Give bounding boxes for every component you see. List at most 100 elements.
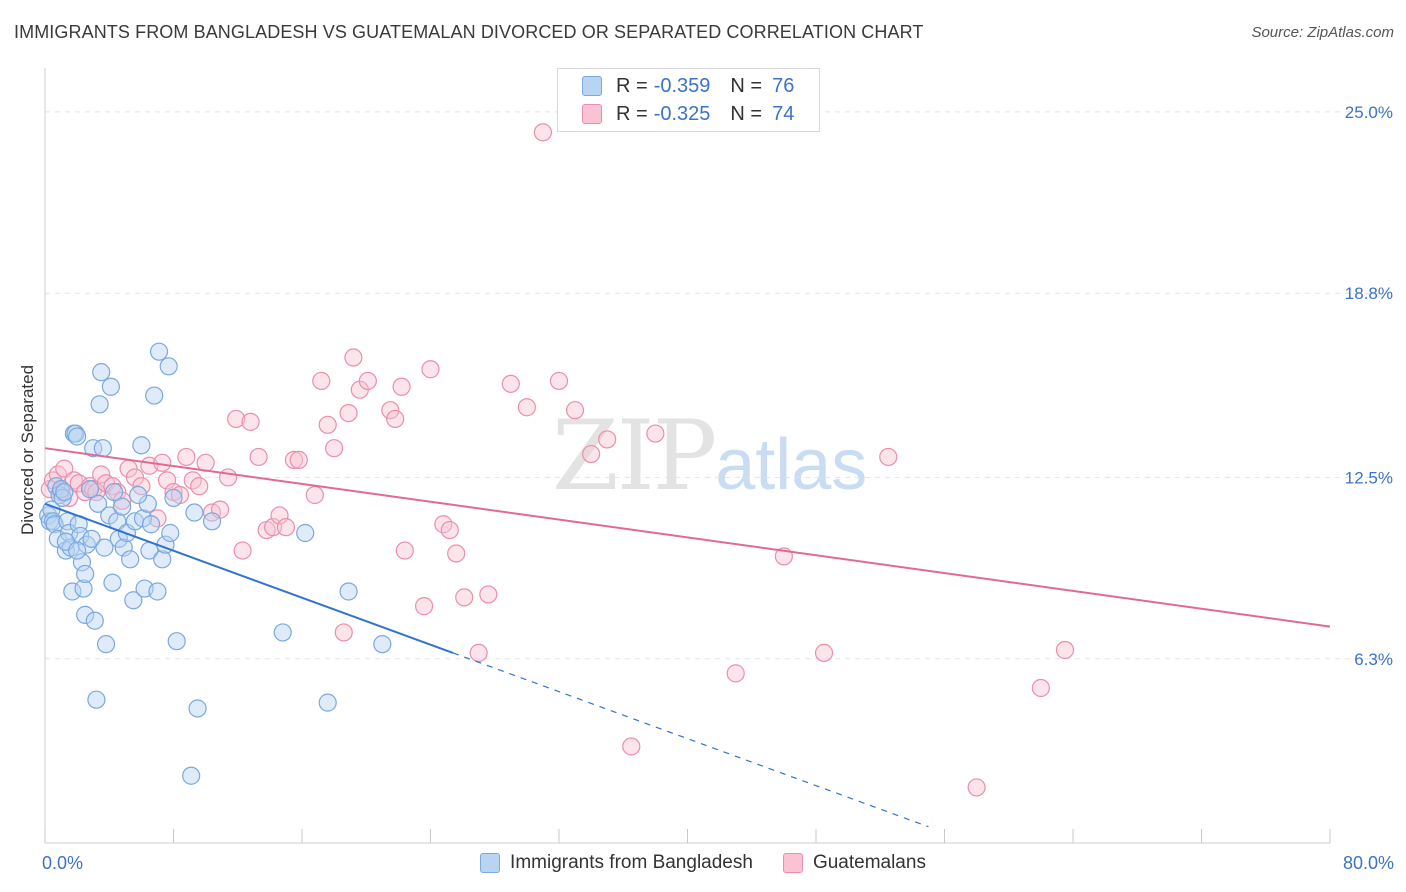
guatemalans-point <box>549 371 569 391</box>
bangladesh-point <box>161 523 180 543</box>
y-tick-label: 6.3% <box>1354 650 1393 669</box>
guatemalans-point <box>284 450 304 469</box>
bangladesh-point <box>68 427 87 446</box>
guatemalans-point <box>55 459 74 478</box>
guatemalans-point <box>358 371 377 391</box>
guatemalans-point <box>233 541 252 560</box>
guatemalans-point <box>967 778 986 797</box>
bangladesh-point <box>185 503 204 522</box>
r-value-guatemalans: -0.325 <box>653 102 711 125</box>
guatemalans-point <box>814 643 834 663</box>
bangladesh-point <box>373 635 392 654</box>
bangladesh-trend-line <box>44 502 454 654</box>
bangladesh-point <box>103 573 122 592</box>
guatemalans-point <box>414 597 434 616</box>
blue-swatch <box>582 76 602 96</box>
bangladesh-point <box>124 591 143 610</box>
y-axis-label: Divorced or Separated <box>18 364 37 536</box>
bangladesh-point <box>90 395 109 414</box>
bangladesh-point <box>148 582 167 601</box>
guatemalans-point <box>622 737 641 756</box>
r-value-bangladesh: -0.359 <box>653 74 711 97</box>
stats-row-guatemalans: R = -0.325 N = 74 <box>582 102 794 126</box>
guatemalans-points <box>40 123 1075 797</box>
bangladesh-point <box>182 766 201 785</box>
bangladesh-point <box>85 611 104 630</box>
guatemalans-point <box>241 412 260 431</box>
chart-title: IMMIGRANTS FROM BANGLADESH VS GUATEMALAN… <box>14 22 924 42</box>
guatemalans-point <box>598 430 617 449</box>
bangladesh-point <box>141 515 161 534</box>
pink-swatch <box>782 853 803 873</box>
bangladesh-point <box>55 482 74 502</box>
guatemalans-point <box>517 398 536 417</box>
guatemalans-point <box>440 520 459 540</box>
n-value-bangladesh: 76 <box>772 74 795 97</box>
guatemalans-point <box>276 518 296 537</box>
pink-swatch <box>582 104 602 124</box>
guatemalans-point <box>305 485 324 505</box>
guatemalans-point <box>469 643 488 663</box>
guatemalans-point <box>533 123 553 142</box>
guatemalans-point <box>325 439 344 458</box>
legend-item-bangladesh[interactable]: Immigrants from Bangladesh <box>480 852 753 874</box>
bangladesh-point <box>95 538 114 557</box>
guatemalans-point <box>270 506 289 525</box>
bangladesh-point <box>114 538 133 557</box>
axes <box>44 68 1331 844</box>
bangladesh-point <box>77 535 96 554</box>
bangladesh-point <box>132 436 151 455</box>
guatemalans-point <box>64 471 84 490</box>
bangladesh-point <box>167 632 186 651</box>
watermark-zip: ZIP <box>552 400 717 512</box>
bangladesh-point <box>63 582 82 601</box>
bangladesh-point <box>43 512 63 531</box>
bangladesh-point <box>72 553 92 572</box>
bangladesh-point <box>101 377 120 396</box>
stats-row-bangladesh: R = -0.359 N = 76 <box>582 74 794 98</box>
guatemalans-point <box>318 415 337 434</box>
bangladesh-point <box>149 342 169 361</box>
guatemalans-point <box>1055 640 1075 660</box>
guatemalans-point <box>190 477 209 496</box>
n-value-guatemalans: 74 <box>772 102 795 125</box>
guatemalans-point <box>289 450 308 469</box>
guatemalans-point <box>219 468 238 487</box>
bangladesh-point <box>104 482 124 502</box>
guatemalans-point <box>501 374 520 393</box>
legend-item-guatemalans[interactable]: Guatemalans <box>782 852 926 874</box>
bangladesh-point <box>66 424 85 443</box>
bangladesh-point <box>93 439 112 458</box>
guatemalans-point <box>92 465 111 484</box>
bangladesh-point <box>188 699 207 718</box>
bangladesh-point <box>164 488 183 508</box>
trend-lines <box>44 447 1331 828</box>
bangladesh-point <box>153 550 172 569</box>
y-axis-label-wrap: Divorced or Separated <box>14 240 42 660</box>
guatemalans-point <box>392 377 411 396</box>
bangladesh-point <box>76 564 95 584</box>
bangladesh-point <box>96 635 116 654</box>
bangladesh-point <box>87 690 106 709</box>
bangladesh-point <box>112 497 132 516</box>
stats-legend: R = -0.359 N = 76 R = -0.325 N = 74 <box>557 68 820 132</box>
y-tick-label: 25.0% <box>1345 103 1393 122</box>
bangladesh-point <box>92 363 111 382</box>
guatemalans-point <box>227 409 246 429</box>
bangladesh-trend-extension <box>452 652 929 828</box>
bangladesh-point <box>318 693 337 712</box>
y-tick-label: 12.5% <box>1345 468 1393 487</box>
guatemalans-point <box>582 444 601 464</box>
bangladesh-point <box>80 480 100 499</box>
y-tick-labels: 6.3% 12.5% 18.8% 25.0% <box>1345 103 1393 669</box>
guatemalans-point <box>381 401 400 420</box>
x-axis-max-label: 80.0% <box>1342 853 1394 873</box>
guatemalans-point <box>334 623 353 642</box>
bangladesh-point <box>145 386 164 405</box>
guatemalans-point <box>386 409 405 429</box>
guatemalans-point <box>879 447 898 467</box>
bangladesh-point <box>296 523 315 543</box>
bangladesh-point <box>84 439 103 458</box>
watermark-atlas: atlas <box>715 425 868 505</box>
